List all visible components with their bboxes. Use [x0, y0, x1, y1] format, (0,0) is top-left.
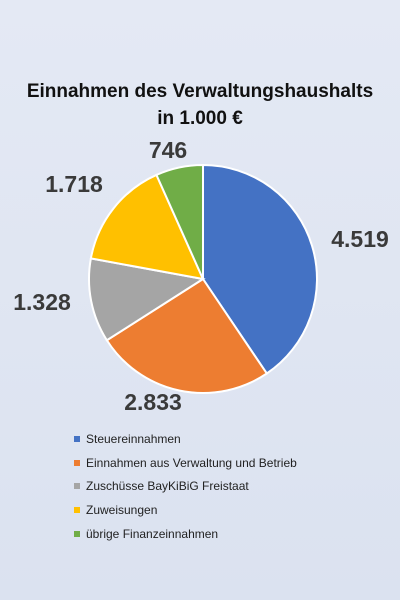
legend-label: Steuereinnahmen	[86, 431, 181, 446]
pie-slice	[88, 257, 206, 342]
legend-item: übrige Finanzeinnahmen	[74, 522, 297, 546]
pie-slice	[89, 173, 205, 281]
chart-title: Einnahmen des Verwaltungshaushalts	[26, 81, 374, 102]
legend-label: Zuweisungen	[86, 502, 158, 517]
legend-item: Zuweisungen	[74, 498, 297, 522]
pie-slice	[105, 277, 269, 394]
legend-swatch	[74, 459, 80, 466]
pie-data-labels: 4.519 2.833 1.328 1.718 746	[13, 137, 389, 415]
legend-swatch	[74, 435, 80, 442]
legend-swatch	[74, 530, 80, 537]
legend-item: Einnahmen aus Verwaltung und Betrieb	[74, 451, 297, 475]
pie-data-label: 746	[149, 137, 187, 163]
legend-swatch	[74, 483, 80, 490]
legend-label: übrige Finanzeinnahmen	[86, 526, 219, 541]
pie-data-label: 2.833	[124, 389, 182, 415]
chart-subtitle: in 1.000 €	[157, 108, 243, 129]
pie-data-label: 4.519	[331, 226, 389, 252]
legend-item: Steuereinnahmen	[74, 427, 297, 451]
pie-slice	[155, 163, 204, 280]
pie-slices	[88, 163, 318, 394]
legend-label: Einnahmen aus Verwaltung und Betrieb	[86, 455, 297, 470]
pie-slice	[202, 163, 318, 375]
chart-title-block: Einnahmen des Verwaltungshaushalts in 1.…	[0, 78, 400, 132]
legend-label: Zuschüsse BayKiBiG Freistaat	[86, 479, 249, 494]
chart-legend: Steuereinnahmen Einnahmen aus Verwaltung …	[74, 427, 297, 545]
pie-data-label: 1.328	[13, 289, 71, 315]
legend-swatch	[74, 506, 80, 513]
pie-data-label: 1.718	[45, 171, 103, 197]
legend-item: Zuschüsse BayKiBiG Freistaat	[74, 474, 297, 498]
